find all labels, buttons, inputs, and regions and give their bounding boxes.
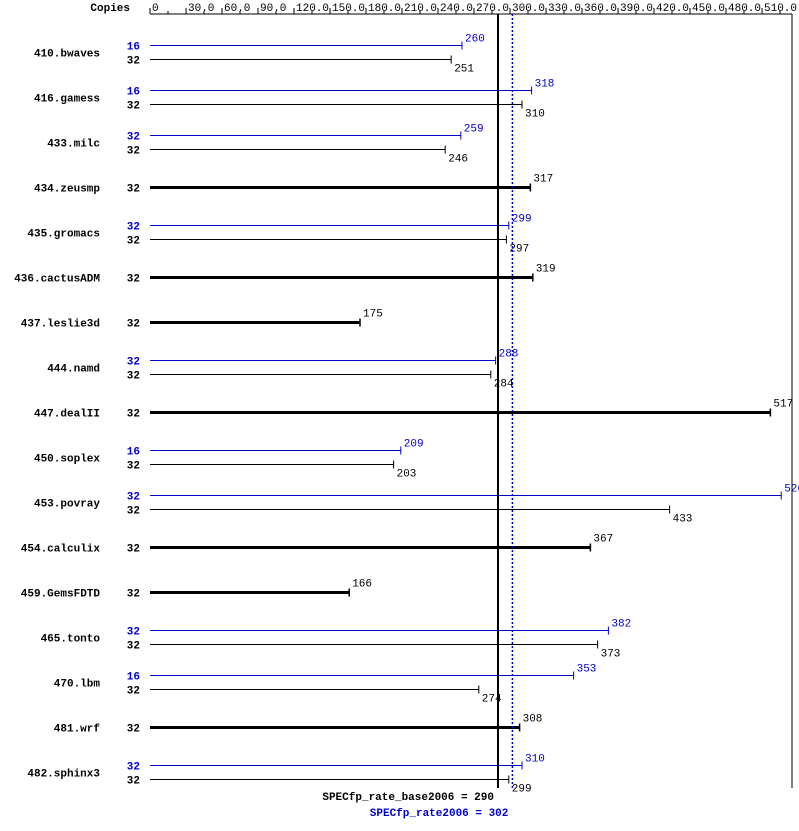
peak-copies-value: 32 [127,132,140,144]
x-tick-label: 300.0 [512,3,545,15]
base-value-label: 203 [397,469,417,481]
specfp-rate-chart: 0 30.0 60.0 90.0 120.0150.0180.0210.0240.027… [0,0,799,831]
benchmark-name: 410.bwaves [34,49,100,61]
base-value-label: 299 [512,784,532,796]
x-tick-label: 30.0 [188,3,214,15]
peak-value-label: 259 [464,124,484,136]
x-tick-label: 180.0 [368,3,401,15]
benchmark-name: 454.calculix [21,544,101,556]
copies-value: 32 [127,589,140,601]
base-copies-value: 32 [127,461,140,473]
x-tick-label: 510.0 [764,3,797,15]
x-tick-label: 240.0 [440,3,473,15]
benchmark-name: 465.tonto [41,634,101,646]
combined-value-label: 317 [533,174,553,186]
copies-value: 32 [127,409,140,421]
benchmark-name: 436.cactusADM [14,274,100,286]
benchmark-name: 434.zeusmp [34,184,100,196]
x-tick-label: 330.0 [548,3,581,15]
base-copies-value: 32 [127,56,140,68]
base-copies-value: 32 [127,776,140,788]
benchmark-name: 433.milc [47,139,100,151]
x-tick-label: 120.0 [296,3,329,15]
copies-value: 32 [127,274,140,286]
reference-line-label: SPECfp_rate_base2006 = 290 [322,792,494,804]
peak-copies-value: 16 [127,672,140,684]
chart-background [0,0,799,831]
base-copies-value: 32 [127,506,140,518]
base-value-label: 284 [494,379,514,391]
benchmark-name: 470.lbm [54,679,101,691]
x-tick-label: 390.0 [620,3,653,15]
base-copies-value: 32 [127,371,140,383]
base-value-label: 373 [601,649,621,661]
copies-value: 32 [127,724,140,736]
base-copies-value: 32 [127,101,140,113]
benchmark-name: 482.sphinx3 [27,769,100,781]
combined-value-label: 308 [523,714,543,726]
base-value-label: 433 [673,514,693,526]
x-tick-label: 450.0 [692,3,725,15]
benchmark-name: 435.gromacs [27,229,100,241]
x-tick-label: 270.0 [476,3,509,15]
peak-value-label: 353 [577,664,597,676]
base-value-label: 310 [525,109,545,121]
benchmark-name: 481.wrf [54,724,101,736]
reference-line-label: SPECfp_rate2006 = 302 [370,808,509,820]
peak-copies-value: 32 [127,762,140,774]
benchmark-name: 444.namd [47,364,100,376]
x-tick-label: 90.0 [260,3,286,15]
peak-copies-value: 32 [127,357,140,369]
peak-copies-value: 16 [127,87,140,99]
base-copies-value: 32 [127,686,140,698]
base-value-label: 251 [454,64,474,76]
copies-header: Copies [90,3,130,15]
peak-copies-value: 32 [127,492,140,504]
benchmark-name: 459.GemsFDTD [21,589,101,601]
peak-value-label: 382 [611,619,631,631]
base-value-label: 297 [509,244,529,256]
peak-copies-value: 32 [127,222,140,234]
benchmark-name: 453.povray [34,499,100,511]
peak-value-label: 260 [465,34,485,46]
peak-value-label: 318 [535,79,555,91]
copies-value: 32 [127,319,140,331]
x-tick-label: 420.0 [656,3,689,15]
combined-value-label: 175 [363,309,383,321]
benchmark-name: 437.leslie3d [21,319,100,331]
peak-copies-value: 16 [127,42,140,54]
peak-copies-value: 32 [127,627,140,639]
base-value-label: 246 [448,154,468,166]
benchmark-name: 447.dealII [34,409,100,421]
benchmark-name: 416.gamess [34,94,100,106]
combined-value-label: 166 [352,579,372,591]
peak-value-label: 209 [404,439,424,451]
peak-value-label: 288 [499,349,519,361]
copies-value: 32 [127,544,140,556]
combined-value-label: 319 [536,264,556,276]
combined-value-label: 367 [593,534,613,546]
x-tick-label: 0 [152,3,159,15]
peak-value-label: 310 [525,754,545,766]
copies-value: 32 [127,184,140,196]
base-copies-value: 32 [127,146,140,158]
x-tick-label: 210.0 [404,3,437,15]
base-copies-value: 32 [127,641,140,653]
x-tick-label: 360.0 [584,3,617,15]
peak-copies-value: 16 [127,447,140,459]
base-copies-value: 32 [127,236,140,248]
peak-value-label: 299 [512,214,532,226]
combined-value-label: 517 [773,399,793,411]
x-tick-label: 480.0 [728,3,761,15]
x-tick-label: 150.0 [332,3,365,15]
benchmark-name: 450.soplex [34,454,100,466]
x-tick-label: 60.0 [224,3,250,15]
